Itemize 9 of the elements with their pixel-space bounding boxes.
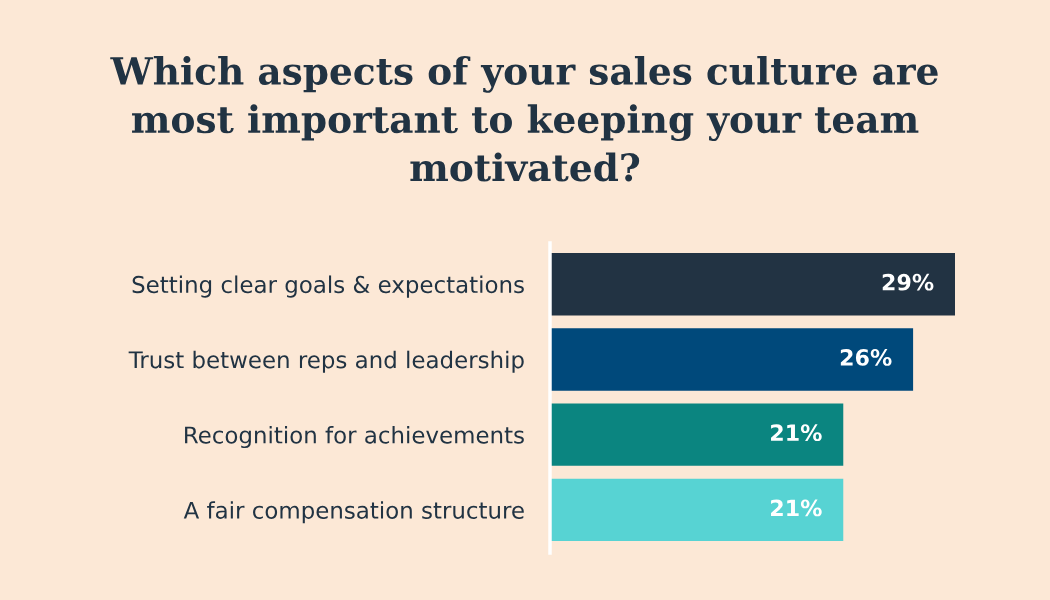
data-label: 26% xyxy=(840,349,892,366)
y-tick-label: Recognition for achievements xyxy=(185,425,524,449)
data-label: 21% xyxy=(771,499,822,517)
data-label: 21% xyxy=(771,424,822,442)
data-label: 29% xyxy=(882,273,934,291)
chart-title: Which aspects of your sales culture are most important to keeping your team motivated? xyxy=(110,56,938,182)
y-tick-label: Setting clear goals & expectations xyxy=(132,275,524,298)
y-tick-label: Trust between reps and leadership xyxy=(128,350,524,373)
y-tick-label: A fair compensation structure xyxy=(183,501,524,524)
